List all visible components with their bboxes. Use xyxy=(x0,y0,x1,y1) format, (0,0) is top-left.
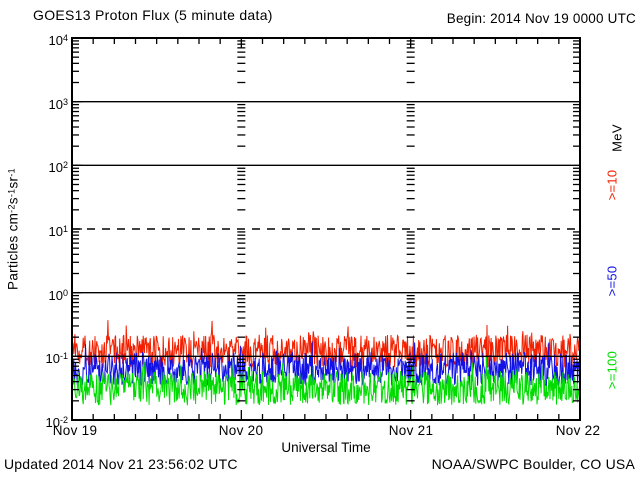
x-tick-nov-20: Nov 20 xyxy=(218,423,264,438)
x-tick-nov-21: Nov 21 xyxy=(388,423,434,438)
y-tick-label: 10-2 xyxy=(45,415,68,430)
legend-label-ge100: >=100 xyxy=(604,350,620,390)
series-line-ge10 xyxy=(71,320,581,369)
y-tick-label: 100 xyxy=(48,287,68,303)
y-tick-label: 10-1 xyxy=(45,351,68,367)
series-line-ge50 xyxy=(71,341,581,387)
source-attribution: NOAA/SWPC Boulder, CO USA xyxy=(431,456,635,472)
series-line-ge100 xyxy=(71,356,581,406)
legend-label-ge50: >=50 xyxy=(604,265,620,297)
right-axis-unit-label: MeV xyxy=(609,124,625,152)
x-tick-nov-22: Nov 22 xyxy=(555,423,601,438)
y-tick-label: 102 xyxy=(48,160,68,176)
updated-timestamp: Updated 2014 Nov 21 23:56:02 UTC xyxy=(4,456,238,472)
decade-gridlines xyxy=(72,100,580,358)
y-tick-label: 104 xyxy=(48,33,68,48)
x-tick-nov-19: Nov 19 xyxy=(52,423,98,438)
chart-title: GOES13 Proton Flux (5 minute data) xyxy=(33,7,273,23)
y-tick-label: 101 xyxy=(48,224,68,239)
data-series xyxy=(71,320,581,406)
plot-frame xyxy=(71,37,581,421)
begin-timestamp: Begin: 2014 Nov 19 0000 UTC xyxy=(446,11,636,26)
minor-log-ticks xyxy=(72,40,580,402)
x-axis-title: Universal Time xyxy=(281,440,371,455)
legend-label-ge10: >=10 xyxy=(604,169,620,201)
y-tick-label: 103 xyxy=(48,96,68,112)
